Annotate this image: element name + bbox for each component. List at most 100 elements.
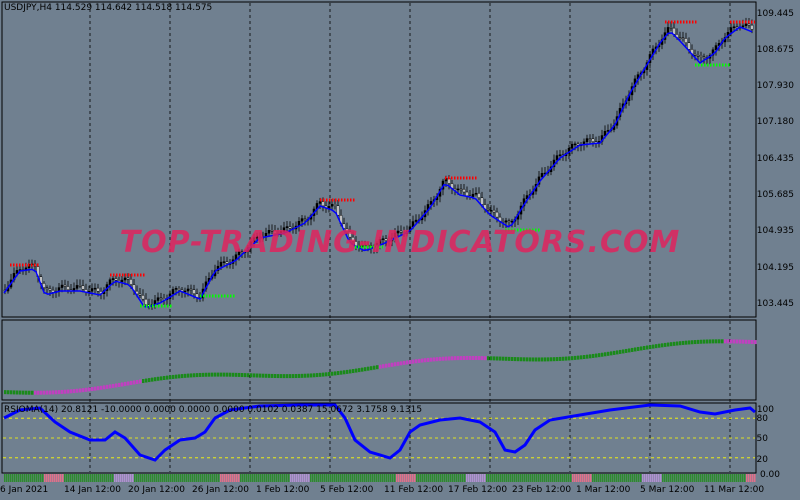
rsioma-level-label: 20 bbox=[756, 455, 768, 465]
candle-body bbox=[189, 288, 193, 291]
oscillator-mark bbox=[100, 385, 103, 390]
signal-strip-mark bbox=[600, 474, 602, 482]
oscillator-mark bbox=[445, 356, 448, 361]
signal-strip-mark bbox=[300, 474, 302, 482]
oscillator-mark bbox=[535, 357, 538, 362]
signal-strip-mark bbox=[24, 474, 26, 482]
signal-strip-mark bbox=[734, 474, 736, 482]
signal-strip-mark bbox=[98, 474, 100, 482]
price-label: 107.930 bbox=[756, 81, 794, 91]
signal-strip-mark bbox=[264, 474, 266, 482]
candle-body bbox=[90, 288, 94, 292]
signal-strip-mark bbox=[502, 474, 504, 482]
candle-body bbox=[141, 295, 145, 300]
signal-strip-mark bbox=[208, 474, 210, 482]
oscillator-mark bbox=[37, 390, 40, 395]
oscillator-mark bbox=[85, 387, 88, 392]
signal-strip-mark bbox=[312, 474, 314, 482]
oscillator-mark bbox=[412, 359, 415, 364]
oscillator-mark bbox=[4, 390, 7, 395]
signal-strip-mark bbox=[330, 474, 332, 482]
time-label: 11 Mar 12:00 bbox=[704, 485, 765, 495]
oscillator-mark bbox=[46, 390, 49, 395]
signal-strip-mark bbox=[422, 474, 424, 482]
signal-strip-mark bbox=[102, 474, 104, 482]
signal-strip-mark bbox=[610, 474, 612, 482]
signal-strip-mark bbox=[754, 474, 756, 482]
signal-strip-mark bbox=[244, 474, 246, 482]
signal-strip-mark bbox=[428, 474, 430, 482]
signal-strip-mark bbox=[52, 474, 54, 482]
signal-strip-mark bbox=[192, 474, 194, 482]
oscillator-mark bbox=[223, 372, 226, 377]
signal-strip-mark bbox=[500, 474, 502, 482]
oscillator-mark bbox=[151, 377, 154, 382]
oscillator-mark bbox=[70, 389, 73, 394]
oscillator-mark bbox=[346, 369, 349, 374]
signal-strip-mark bbox=[308, 474, 310, 482]
oscillator-mark bbox=[583, 355, 586, 360]
oscillator-mark bbox=[730, 339, 733, 344]
signal-strip-mark bbox=[550, 474, 552, 482]
signal-strip-mark bbox=[696, 474, 698, 482]
signal-strip-mark bbox=[100, 474, 102, 482]
signal-strip-mark bbox=[288, 474, 290, 482]
oscillator-mark bbox=[64, 389, 67, 394]
candle-body bbox=[96, 287, 100, 292]
candle-body bbox=[702, 56, 706, 59]
signal-strip-mark bbox=[520, 474, 522, 482]
candle-body bbox=[108, 279, 112, 285]
signal-strip-mark bbox=[454, 474, 456, 482]
price-label: 105.685 bbox=[756, 190, 794, 200]
signal-strip-mark bbox=[104, 474, 106, 482]
signal-strip-mark bbox=[604, 474, 606, 482]
signal-strip-mark bbox=[266, 474, 268, 482]
candle-body bbox=[699, 55, 703, 58]
oscillator-mark bbox=[376, 365, 379, 370]
signal-strip-mark bbox=[28, 474, 30, 482]
signal-strip-mark bbox=[666, 474, 668, 482]
signal-strip-mark bbox=[716, 474, 718, 482]
candle-body bbox=[75, 285, 79, 289]
signal-strip-mark bbox=[210, 474, 212, 482]
signal-strip-mark bbox=[358, 474, 360, 482]
oscillator-mark bbox=[424, 358, 427, 363]
signal-strip-mark bbox=[8, 474, 10, 482]
signal-strip-mark bbox=[214, 474, 216, 482]
signal-strip-mark bbox=[324, 474, 326, 482]
oscillator-mark bbox=[313, 373, 316, 378]
signal-strip-mark bbox=[332, 474, 334, 482]
oscillator-mark bbox=[190, 373, 193, 378]
signal-strip-mark bbox=[742, 474, 744, 482]
time-label: 23 Feb 12:00 bbox=[512, 485, 572, 495]
signal-strip-mark bbox=[414, 474, 416, 482]
signal-strip-mark bbox=[434, 474, 436, 482]
signal-strip-mark bbox=[390, 474, 392, 482]
signal-strip-mark bbox=[14, 474, 16, 482]
oscillator-mark bbox=[256, 373, 259, 378]
signal-strip-mark bbox=[18, 474, 20, 482]
oscillator-mark bbox=[145, 378, 148, 383]
oscillator-mark bbox=[709, 339, 712, 344]
signal-strip-mark bbox=[354, 474, 356, 482]
signal-strip-mark bbox=[478, 474, 480, 482]
oscillator-mark bbox=[214, 372, 217, 377]
signal-strip-mark bbox=[618, 474, 620, 482]
oscillator-mark bbox=[316, 373, 319, 378]
oscillator-mark bbox=[592, 353, 595, 358]
oscillator-mark bbox=[742, 339, 745, 344]
oscillator-mark bbox=[76, 388, 79, 393]
oscillator-mark bbox=[484, 356, 487, 361]
candle-body bbox=[330, 204, 334, 207]
time-label: 17 Feb 12:00 bbox=[448, 485, 508, 495]
candle-body bbox=[732, 26, 736, 28]
signal-strip-mark bbox=[400, 474, 402, 482]
oscillator-mark bbox=[727, 339, 730, 344]
signal-strip-mark bbox=[632, 474, 634, 482]
oscillator-mark bbox=[403, 360, 406, 365]
candle-body bbox=[123, 277, 127, 281]
oscillator-mark bbox=[670, 342, 673, 347]
signal-strip-mark bbox=[336, 474, 338, 482]
signal-strip-mark bbox=[298, 474, 300, 482]
oscillator-mark bbox=[565, 356, 568, 361]
